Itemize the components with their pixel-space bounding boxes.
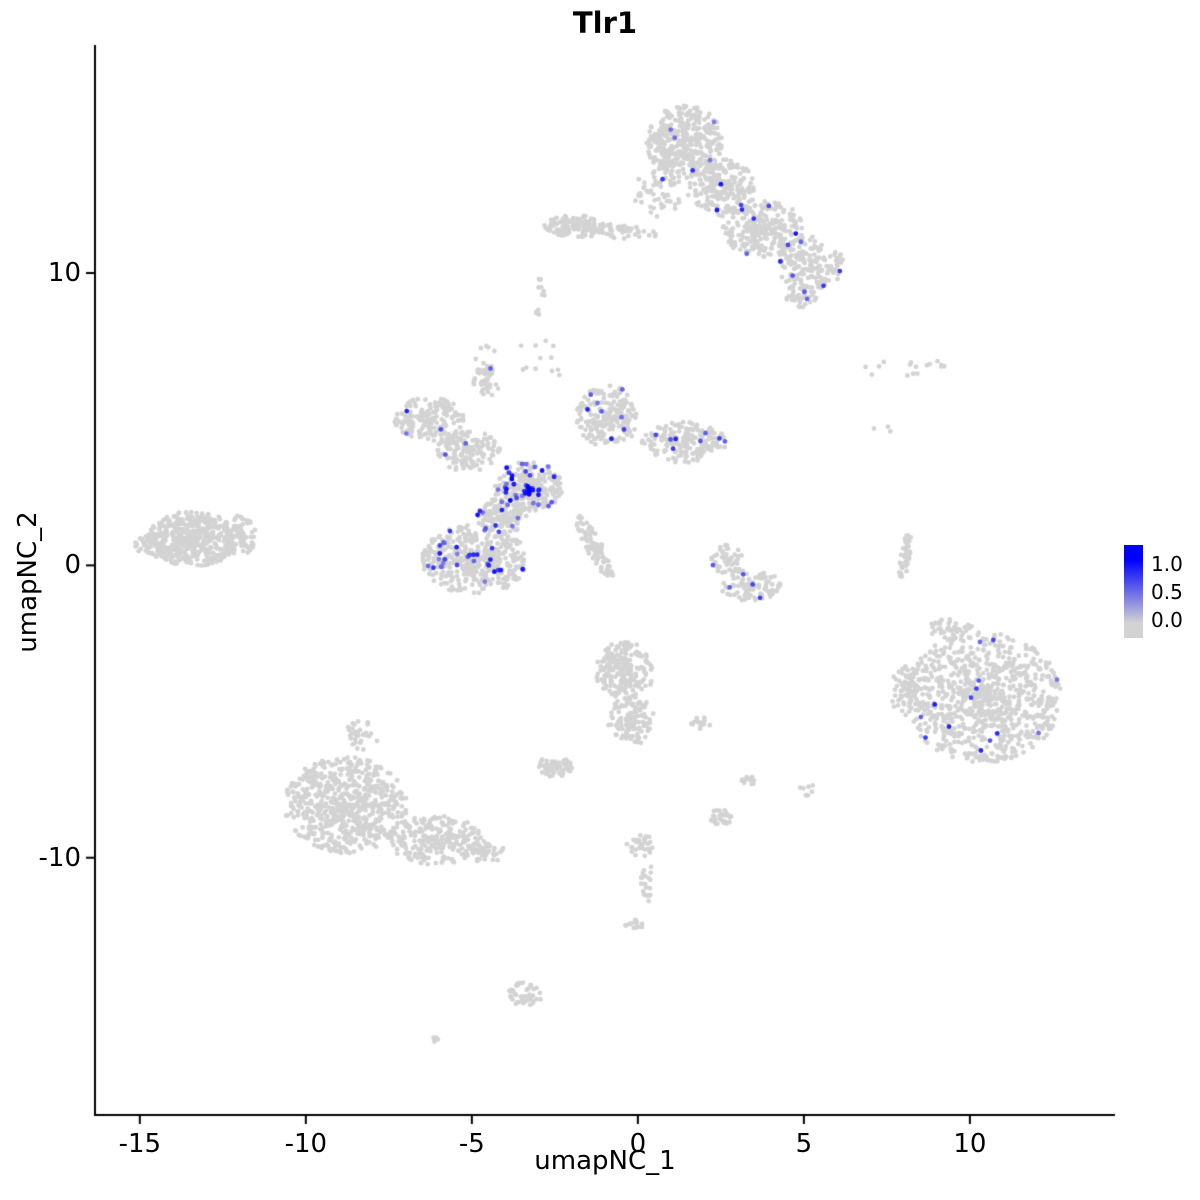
plot-title: Tlr1 — [572, 6, 638, 40]
x-tick-label: 5 — [795, 1129, 813, 1159]
legend-tick-label: 0.0 — [1151, 608, 1183, 632]
x-tick-label: 0 — [629, 1129, 647, 1159]
legend-tick-label: 0.5 — [1151, 580, 1183, 604]
x-axis-label: umapNC_1 — [534, 1146, 676, 1176]
x-tick-label: -5 — [458, 1129, 485, 1159]
x-tick-label: 10 — [953, 1129, 987, 1159]
legend-tick-labels: 1.0 0.5 0.0 — [1151, 554, 1183, 638]
x-tick-label: -10 — [284, 1129, 328, 1159]
y-tick-label: 10 — [47, 258, 81, 289]
y-axis-label: umapNC_2 — [13, 511, 43, 653]
legend-tick-label: 1.0 — [1151, 552, 1183, 576]
y-tick-label: 0 — [64, 550, 81, 581]
y-tick-label: -10 — [38, 842, 81, 873]
expression-legend: 1.0 0.5 0.0 — [1124, 545, 1200, 641]
legend-gradient-bar — [1124, 545, 1143, 638]
x-tick-label: -15 — [118, 1129, 162, 1159]
